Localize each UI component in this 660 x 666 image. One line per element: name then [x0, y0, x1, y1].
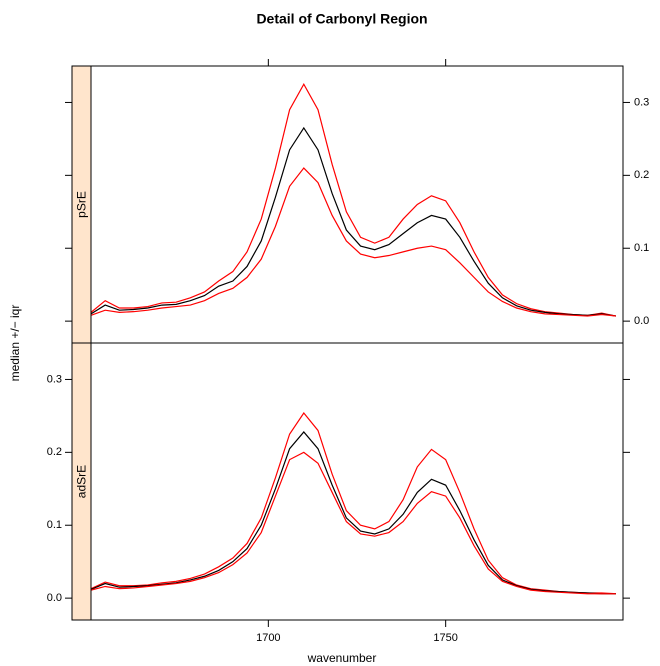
- strip-label: adSrE: [75, 465, 89, 498]
- y-tick-label: 0.1: [634, 242, 649, 254]
- data-line: [90, 167, 616, 317]
- data-line: [90, 82, 617, 317]
- data-line: [90, 411, 616, 595]
- y-axis-label: median +/− iqr: [8, 305, 22, 382]
- strip-label: pSrE: [75, 191, 89, 218]
- y-tick-label: 0.3: [47, 373, 62, 385]
- x-axis-label: wavenumber: [307, 651, 377, 665]
- data-line: [90, 431, 616, 595]
- data-line: [90, 451, 616, 595]
- data-line: [90, 126, 617, 317]
- y-tick-label: 0.0: [634, 315, 649, 327]
- chart-title: Detail of Carbonyl Region: [256, 11, 427, 27]
- panel-border: [90, 342, 624, 621]
- y-tick-label: 0.2: [634, 169, 649, 181]
- x-tick-label: 1750: [433, 632, 457, 644]
- x-tick-label: 1700: [256, 632, 280, 644]
- y-tick-label: 0.0: [47, 592, 62, 604]
- y-tick-label: 0.2: [47, 446, 62, 458]
- y-tick-label: 0.1: [47, 519, 62, 531]
- panel-border: [90, 65, 624, 344]
- y-tick-label: 0.3: [634, 96, 649, 108]
